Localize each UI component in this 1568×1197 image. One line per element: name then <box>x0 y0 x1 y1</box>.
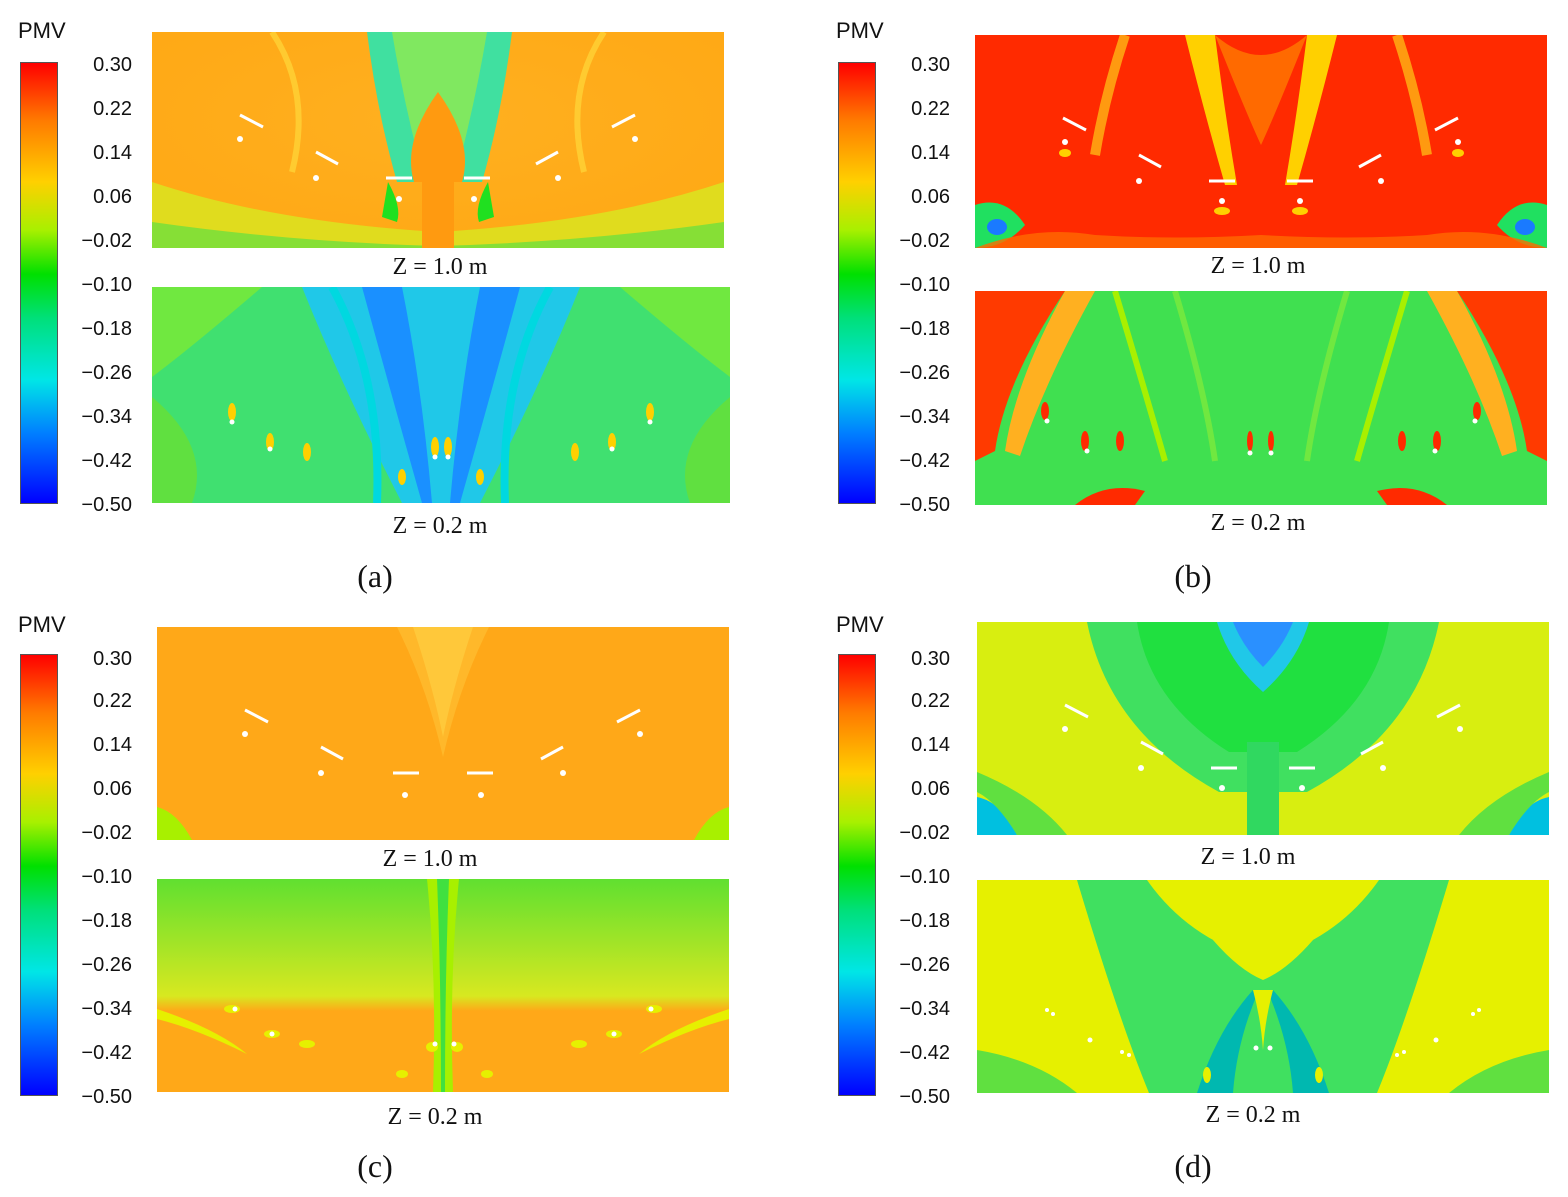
panel-label-z1: Z = 1.0 m <box>392 254 488 280</box>
colorbar-tick: −0.02 <box>81 822 132 844</box>
contour-panel-z02 <box>977 880 1549 1093</box>
colorbar-tick: −0.02 <box>81 230 132 252</box>
colorbar-tick: 0.22 <box>93 690 132 712</box>
colorbar-tick: −0.26 <box>81 954 132 976</box>
subfigure-label: (d) <box>1174 1148 1212 1184</box>
subfigure-label: (b) <box>1174 558 1212 594</box>
colorbar-tick: −0.10 <box>81 274 132 296</box>
panel-label-z02: Z = 0.2 m <box>1205 1102 1301 1128</box>
colorbar <box>838 654 876 1096</box>
colorbar-tick: −0.42 <box>899 450 950 472</box>
colorbar-tick: 0.14 <box>911 142 950 164</box>
colorbar-tick: −0.50 <box>81 1086 132 1108</box>
colorbar-tick: −0.34 <box>81 998 132 1020</box>
colorbar <box>838 62 876 504</box>
quadrant-d: PMV 0.30 0.22 0.14 0.06 −0.02 −0.10 −0.1… <box>818 596 1568 1194</box>
colorbar-tick: 0.22 <box>93 98 132 120</box>
colorbar-tick: −0.50 <box>81 494 132 516</box>
colorbar-tick: −0.18 <box>81 318 132 340</box>
contour-panel-z1 <box>152 32 724 248</box>
contour-panel-z1 <box>977 622 1549 835</box>
colorbar-tick: 0.22 <box>911 98 950 120</box>
colorbar-tick: −0.18 <box>81 910 132 932</box>
colorbar-tick: 0.14 <box>93 734 132 756</box>
subfigure-label: (a) <box>357 558 393 594</box>
colorbar-tick: −0.26 <box>81 362 132 384</box>
colorbar-tick: −0.02 <box>899 822 950 844</box>
colorbar-tick: −0.26 <box>899 954 950 976</box>
colorbar <box>20 654 58 1096</box>
colorbar <box>20 62 58 504</box>
colorbar-tick: 0.22 <box>911 690 950 712</box>
colorbar-tick: 0.14 <box>93 142 132 164</box>
colorbar-tick: −0.34 <box>899 998 950 1020</box>
panel-label-z02: Z = 0.2 m <box>1210 510 1306 536</box>
contour-panel-z02 <box>152 287 730 503</box>
quadrant-a: PMV 0.30 0.22 0.14 0.06 −0.02 −0.10 −0.1… <box>0 0 784 598</box>
quadrant-c: PMV 0.30 0.22 0.14 0.06 −0.02 −0.10 −0.1… <box>0 596 784 1194</box>
colorbar-tick: −0.34 <box>899 406 950 428</box>
panel-label-z02: Z = 0.2 m <box>387 1104 483 1130</box>
colorbar-tick: −0.42 <box>81 450 132 472</box>
colorbar-tick: −0.10 <box>81 866 132 888</box>
subfigure-label: (c) <box>357 1148 393 1184</box>
colorbar-title: PMV <box>18 18 66 43</box>
colorbar-tick: 0.30 <box>911 648 950 670</box>
colorbar-tick: 0.06 <box>911 778 950 800</box>
colorbar-tick: −0.18 <box>899 910 950 932</box>
panel-label-z1: Z = 1.0 m <box>1200 844 1296 870</box>
panel-label-z02: Z = 0.2 m <box>392 513 488 539</box>
colorbar-tick: 0.06 <box>93 186 132 208</box>
panel-label-z1: Z = 1.0 m <box>382 846 478 872</box>
panel-label-z1: Z = 1.0 m <box>1210 253 1306 279</box>
colorbar-tick: 0.06 <box>911 186 950 208</box>
contour-panel-z1 <box>157 627 729 840</box>
colorbar-tick: −0.50 <box>899 1086 950 1108</box>
colorbar-title: PMV <box>18 612 66 637</box>
colorbar-tick: 0.14 <box>911 734 950 756</box>
colorbar-tick: −0.34 <box>81 406 132 428</box>
colorbar-tick: −0.42 <box>899 1042 950 1064</box>
colorbar-tick: 0.30 <box>93 54 132 76</box>
contour-panel-z02 <box>157 879 729 1092</box>
colorbar-tick: 0.06 <box>93 778 132 800</box>
colorbar-title: PMV <box>836 612 884 637</box>
contour-panel-z1 <box>975 35 1547 248</box>
colorbar-tick: −0.42 <box>81 1042 132 1064</box>
colorbar-tick: 0.30 <box>911 54 950 76</box>
colorbar-tick: −0.10 <box>899 274 950 296</box>
colorbar-tick: −0.50 <box>899 494 950 516</box>
contour-panel-z02 <box>975 291 1547 505</box>
colorbar-tick: −0.26 <box>899 362 950 384</box>
colorbar-tick: 0.30 <box>93 648 132 670</box>
colorbar-tick: −0.18 <box>899 318 950 340</box>
colorbar-tick: −0.02 <box>899 230 950 252</box>
quadrant-b: PMV 0.30 0.22 0.14 0.06 −0.02 −0.10 −0.1… <box>818 0 1568 598</box>
colorbar-tick: −0.10 <box>899 866 950 888</box>
colorbar-title: PMV <box>836 18 884 43</box>
